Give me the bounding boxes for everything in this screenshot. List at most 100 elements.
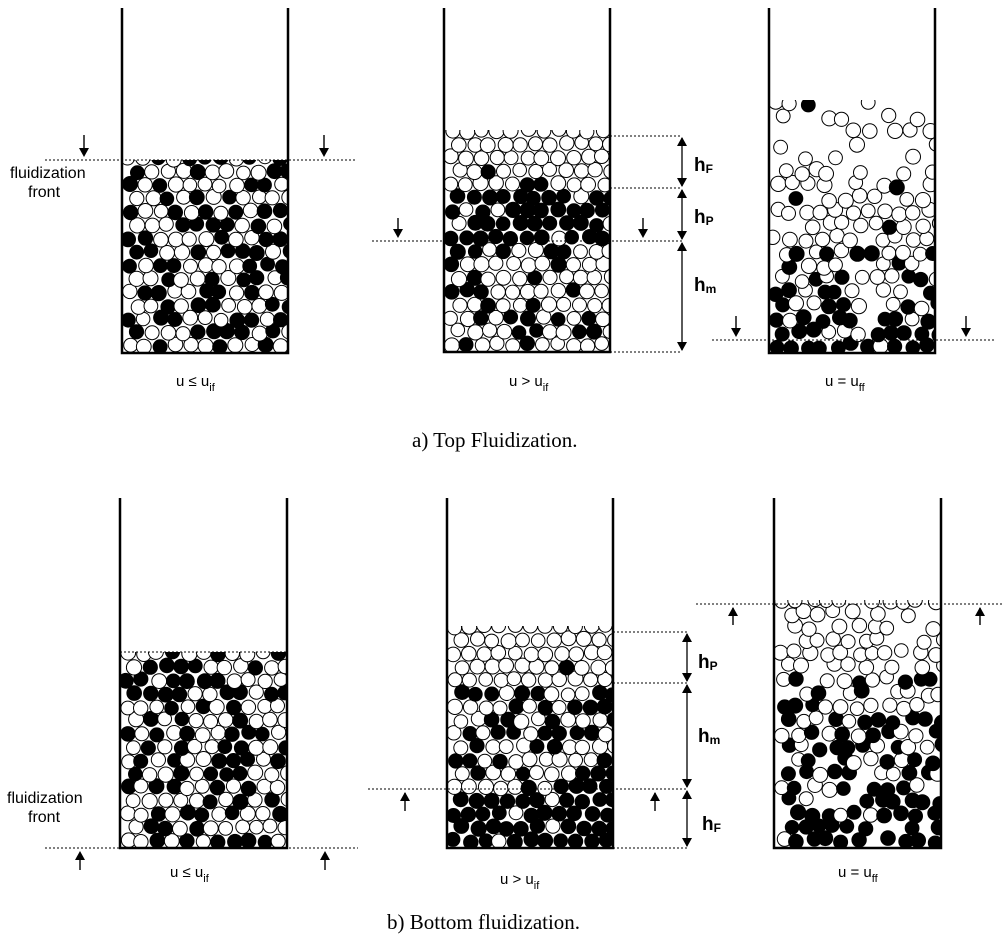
open-particle bbox=[264, 767, 280, 783]
open-particle bbox=[913, 300, 930, 317]
arrow-down-icon bbox=[393, 218, 403, 238]
open-particle bbox=[573, 660, 590, 676]
filled-particle bbox=[559, 215, 575, 231]
open-particle bbox=[474, 130, 489, 138]
open-particle bbox=[876, 645, 893, 661]
open-particle bbox=[272, 338, 288, 353]
filled-particle bbox=[179, 725, 196, 742]
open-particle bbox=[515, 632, 530, 648]
open-particle bbox=[447, 626, 463, 636]
open-particle bbox=[833, 242, 850, 259]
open-particle bbox=[836, 673, 853, 690]
filled-particle bbox=[224, 805, 240, 821]
open-particle bbox=[512, 162, 528, 178]
open-particle bbox=[559, 135, 575, 151]
filled-particle bbox=[606, 711, 613, 728]
open-particle bbox=[491, 833, 507, 848]
open-particle bbox=[262, 711, 278, 728]
open-particle bbox=[519, 283, 536, 300]
filled-particle bbox=[159, 191, 175, 207]
open-particle bbox=[928, 137, 935, 152]
open-particle bbox=[794, 166, 810, 182]
filled-particle bbox=[788, 833, 804, 848]
open-particle bbox=[928, 647, 941, 663]
filled-particle bbox=[281, 299, 288, 315]
open-particle bbox=[269, 779, 286, 796]
open-particle bbox=[781, 205, 796, 221]
filled-particle bbox=[551, 805, 568, 822]
column-top-1: fluidization front u ≤ uif bbox=[10, 8, 356, 394]
filled-particle bbox=[470, 820, 487, 837]
filled-particle bbox=[232, 712, 249, 729]
filled-particle bbox=[584, 833, 600, 848]
open-particle bbox=[462, 699, 479, 715]
filled-particle bbox=[533, 229, 550, 246]
open-particle bbox=[528, 163, 544, 180]
filled-particle bbox=[151, 160, 166, 166]
filled-particle bbox=[803, 724, 820, 740]
open-particle bbox=[158, 216, 174, 232]
open-particle bbox=[806, 295, 822, 311]
filled-particle bbox=[467, 686, 483, 702]
open-particle bbox=[508, 754, 524, 770]
open-particle bbox=[461, 672, 477, 688]
filled-particle bbox=[472, 230, 489, 247]
open-particle bbox=[496, 163, 511, 179]
open-particle bbox=[521, 698, 537, 714]
filled-particle bbox=[887, 311, 904, 327]
filled-particle bbox=[913, 271, 929, 288]
open-particle bbox=[587, 162, 603, 178]
open-particle bbox=[896, 700, 912, 717]
open-particle bbox=[141, 793, 158, 810]
open-particle bbox=[482, 322, 498, 338]
open-particle bbox=[228, 231, 244, 248]
filled-particle bbox=[173, 740, 190, 756]
open-particle bbox=[158, 792, 174, 808]
filled-particle bbox=[179, 833, 195, 848]
open-particle bbox=[864, 672, 881, 688]
filled-particle bbox=[256, 203, 273, 219]
open-particle bbox=[909, 111, 926, 128]
open-particle bbox=[530, 633, 546, 648]
open-particle bbox=[250, 164, 267, 181]
filled-particle bbox=[572, 324, 587, 340]
open-particle bbox=[120, 652, 137, 661]
open-particle bbox=[477, 753, 493, 769]
open-particle bbox=[565, 130, 581, 139]
open-particle bbox=[125, 659, 143, 676]
open-particle bbox=[159, 245, 176, 261]
filled-particle bbox=[462, 753, 478, 769]
open-particle bbox=[602, 215, 610, 232]
open-particle bbox=[453, 632, 470, 648]
filled-particle bbox=[473, 310, 489, 326]
filled-particle bbox=[137, 230, 154, 246]
filled-particle bbox=[229, 312, 246, 329]
open-particle bbox=[202, 686, 218, 703]
open-particle bbox=[854, 269, 870, 285]
filled-particle bbox=[469, 738, 485, 754]
open-particle bbox=[133, 807, 149, 823]
filled-particle bbox=[149, 727, 165, 743]
open-particle bbox=[556, 296, 572, 312]
open-particle bbox=[453, 714, 469, 729]
filled-particle bbox=[190, 244, 207, 261]
open-particle bbox=[775, 108, 791, 124]
filled-particle bbox=[533, 202, 549, 219]
open-particle bbox=[167, 176, 185, 193]
open-particle bbox=[853, 165, 868, 180]
open-particle bbox=[141, 767, 158, 783]
open-particle bbox=[812, 766, 829, 783]
open-particle bbox=[891, 206, 908, 223]
open-particle bbox=[536, 130, 552, 139]
open-particle bbox=[845, 122, 862, 139]
open-particle bbox=[574, 686, 590, 702]
open-particle bbox=[507, 626, 524, 633]
arrow-up-icon bbox=[975, 607, 985, 625]
filled-particle bbox=[460, 806, 477, 823]
open-particle bbox=[120, 805, 136, 822]
filled-particle bbox=[917, 711, 933, 727]
open-particle bbox=[445, 130, 461, 139]
open-particle bbox=[488, 130, 505, 140]
filled-particle bbox=[272, 160, 288, 166]
filled-particle bbox=[205, 296, 221, 313]
